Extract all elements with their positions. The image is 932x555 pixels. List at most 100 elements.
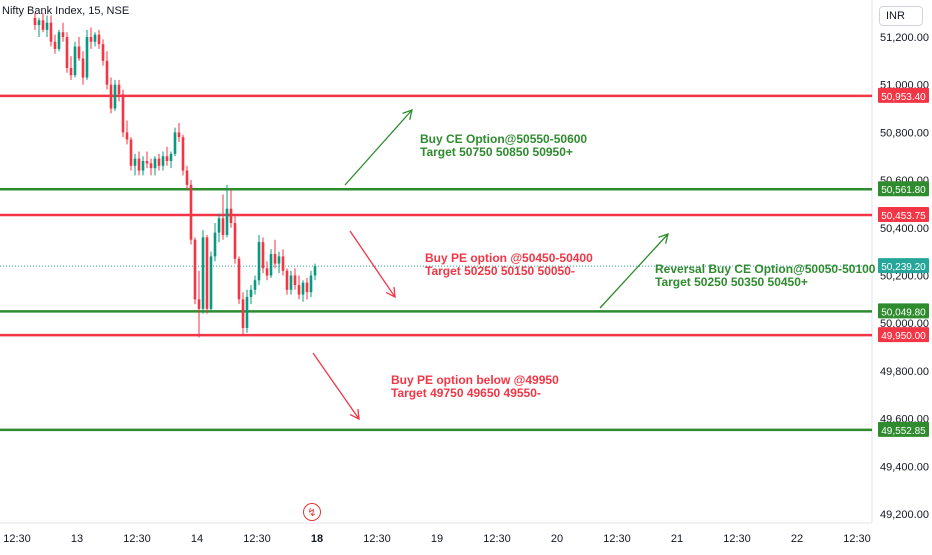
currency-button[interactable]: INR (879, 6, 923, 26)
candle-body (257, 242, 261, 281)
candle-body (209, 256, 213, 309)
price-tag-label: 50,049.80 (881, 307, 926, 318)
candle-body (185, 170, 189, 185)
candle-body (157, 158, 161, 166)
annotation-reversal-buy-ce: Reversal Buy CE Option@50050-50100 Targe… (655, 263, 875, 289)
flash-icon[interactable]: ↯ (303, 503, 321, 521)
x-tick-label: 12:30 (483, 533, 511, 545)
x-tick-label: 20 (551, 533, 563, 545)
y-tick-label: 50,200.00 (880, 271, 929, 283)
candle-body (141, 161, 145, 171)
price-tag (878, 327, 929, 343)
candle-body (117, 84, 121, 95)
candle-body (77, 46, 81, 59)
candle-body (57, 32, 61, 49)
arrow-down-pe-below (312, 352, 360, 420)
candle-body (93, 34, 97, 42)
candle-body (97, 34, 101, 45)
candle-body (113, 84, 117, 109)
x-tick-label: 12:30 (123, 533, 151, 545)
price-tag (878, 206, 929, 222)
candle-body (105, 60, 109, 85)
x-tick-label: 12:30 (243, 533, 271, 545)
y-tick-label: 50,400.00 (880, 223, 929, 235)
annotation-buy-ce: Buy CE Option@50550-50600 Target 50750 5… (420, 133, 587, 159)
price-tag-label: 50,453.75 (881, 211, 926, 222)
x-tick-label: 12:30 (603, 533, 631, 545)
candle-body (233, 223, 237, 259)
current-price-tag-label: 50,239.20 (881, 262, 926, 273)
candle-body (253, 280, 257, 290)
candle-body (125, 132, 129, 140)
annotation-line: Target 50250 50150 50050- (425, 264, 575, 278)
y-tick-label: 49,400.00 (880, 461, 929, 473)
candle-body (85, 37, 89, 78)
chart-title: Nifty Bank Index, 15, NSE (2, 5, 130, 17)
candle-body (149, 163, 153, 169)
candle-body (121, 94, 125, 133)
candle-body (245, 296, 249, 328)
price-tag-label: 49,552.85 (881, 426, 926, 437)
annotation-line: Target 49750 49650 49550- (391, 386, 541, 400)
candle-body (89, 37, 93, 42)
x-tick-label: 12:30 (3, 533, 31, 545)
price-tag-label: 49,950.00 (881, 331, 926, 342)
annotation-line: Buy PE option below @49950 (391, 373, 559, 387)
price-tag (878, 421, 929, 437)
candle-body (309, 275, 313, 293)
x-tick-label: 12:30 (723, 533, 751, 545)
candle-body (305, 282, 309, 293)
candle-body (241, 299, 245, 328)
annotation-line: Buy CE Option@50550-50600 (420, 132, 588, 146)
x-tick-label: 22 (791, 533, 803, 545)
candle-body (261, 242, 265, 269)
candle-body (161, 156, 165, 166)
arrow-up-ce (344, 109, 413, 186)
candle-body (37, 20, 41, 26)
y-tick-label: 50,800.00 (880, 127, 929, 139)
y-tick-label: 49,800.00 (880, 366, 929, 378)
candle-body (193, 239, 197, 300)
candle-body (229, 208, 233, 224)
price-tag (878, 303, 929, 319)
candle-body (301, 282, 305, 295)
x-tick-label: 12:30 (843, 533, 871, 545)
annotation-buy-pe-below: Buy PE option below @49950 Target 49750 … (391, 374, 559, 400)
candle-body (205, 237, 209, 309)
annotation-line: Target 50250 50350 50450+ (655, 275, 808, 289)
x-tick-label: 13 (71, 533, 83, 545)
candle-body (153, 158, 157, 169)
arrow-down-pe-below-head (349, 408, 360, 421)
candle-body (101, 44, 105, 61)
price-tag (878, 87, 929, 103)
candle-body (285, 270, 289, 290)
price-tag (878, 181, 929, 197)
candle-body (177, 132, 181, 138)
candle-body (45, 22, 49, 30)
candle-body (73, 46, 77, 76)
candle-body (225, 208, 229, 235)
arrow-down-pe (349, 230, 396, 298)
candle-body (273, 254, 277, 264)
candle-body (281, 256, 285, 271)
candle-body (201, 237, 205, 309)
candle-body (61, 32, 65, 37)
x-tick-label: 21 (671, 533, 683, 545)
annotation-line: Buy PE option @50450-50400 (425, 251, 593, 265)
annotation-buy-pe: Buy PE option @50450-50400 Target 50250 … (425, 252, 593, 278)
arrow-up-reversal (599, 233, 669, 309)
annotation-line: Reversal Buy CE Option@50050-50100 (655, 262, 876, 276)
candle-body (197, 299, 201, 309)
y-tick-label: 49,200.00 (880, 509, 929, 521)
candle-body (181, 137, 185, 171)
candle-body (165, 156, 169, 162)
candle-body (69, 68, 73, 76)
candle-body (33, 17, 37, 26)
arrow-up-reversal-head (658, 233, 669, 244)
price-tag-label: 50,953.40 (881, 92, 926, 103)
candle-body (133, 158, 137, 166)
candle-body (269, 254, 273, 276)
candle-body (81, 58, 85, 78)
